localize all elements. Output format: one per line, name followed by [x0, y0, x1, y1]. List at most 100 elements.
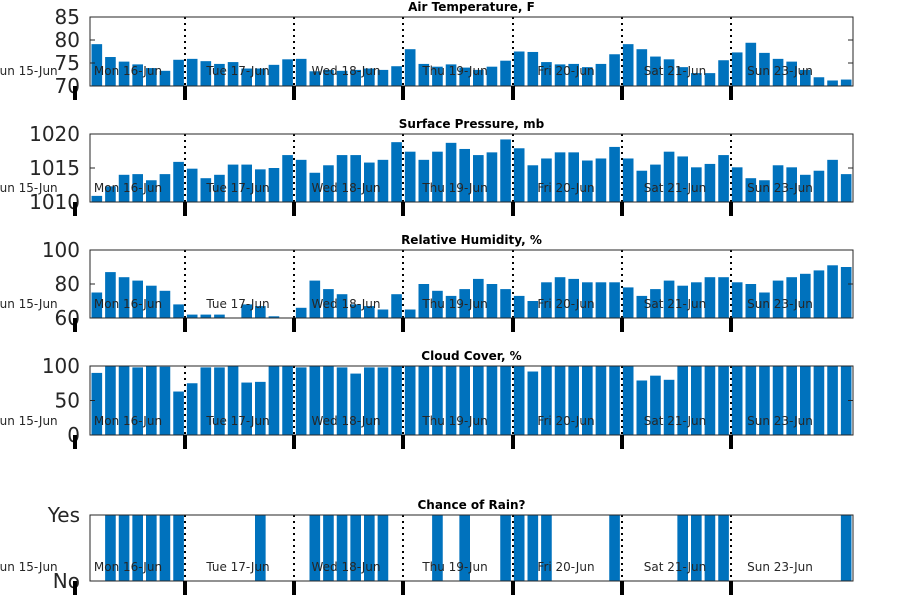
- bar: [500, 515, 511, 581]
- xtick-label: Wed 18-Jun: [312, 414, 381, 428]
- bar: [159, 366, 171, 435]
- bar: [350, 69, 361, 86]
- bar: [677, 156, 688, 202]
- xtick-label: Sun 23-Jun: [747, 181, 813, 195]
- bar: [418, 284, 430, 318]
- bar: [459, 515, 470, 581]
- bar: [323, 289, 334, 318]
- bar: [186, 314, 198, 318]
- bar: [241, 164, 252, 202]
- bar: [91, 292, 103, 318]
- xtick-label: Sun 15-Jun: [0, 64, 58, 78]
- bar: [323, 69, 334, 86]
- bar: [813, 366, 825, 435]
- bar: [214, 174, 225, 202]
- bar: [146, 68, 157, 86]
- bar: [691, 167, 702, 202]
- bar: [336, 515, 348, 581]
- bar: [105, 186, 116, 202]
- xtick-label: Thu 19-Jun: [421, 181, 487, 195]
- panel-title: Relative Humidity, %: [401, 233, 542, 247]
- xtick-label: Tue 17-Jun: [205, 64, 269, 78]
- bar: [186, 168, 198, 202]
- bar: [745, 284, 757, 318]
- bar: [445, 64, 457, 86]
- ytick-label: 85: [55, 5, 80, 29]
- bar: [663, 59, 675, 86]
- bar: [609, 282, 620, 318]
- bar: [214, 367, 225, 435]
- bar: [309, 71, 321, 86]
- bar: [336, 294, 348, 318]
- bar: [677, 366, 688, 435]
- bar: [718, 277, 729, 318]
- bar: [364, 68, 375, 86]
- xtick-label: Thu 19-Jun: [421, 414, 487, 428]
- bar: [146, 180, 157, 202]
- xtick-label: Sun 23-Jun: [747, 64, 813, 78]
- bar: [432, 151, 443, 202]
- bar: [173, 391, 184, 435]
- bar: [91, 44, 103, 86]
- bar: [377, 309, 389, 318]
- bar: [704, 73, 716, 86]
- bar: [377, 159, 389, 202]
- bar: [513, 51, 525, 86]
- xtick-label: Mon 16-Jun: [94, 64, 162, 78]
- bar: [473, 69, 484, 86]
- bar: [255, 381, 266, 435]
- xtick-label: Sun 15-Jun: [0, 297, 58, 311]
- bar: [500, 366, 511, 435]
- bar: [364, 515, 375, 581]
- xtick-label: Tue 17-Jun: [205, 414, 269, 428]
- bar: [241, 382, 252, 435]
- bar: [132, 174, 143, 202]
- bar: [404, 366, 416, 435]
- xtick-label: Sat 21-Jun: [644, 181, 707, 195]
- bar: [595, 282, 607, 318]
- bar: [364, 367, 375, 435]
- bar: [759, 180, 770, 202]
- bar: [255, 169, 266, 202]
- bar: [132, 64, 143, 86]
- bar: [432, 66, 443, 86]
- bar: [200, 61, 212, 86]
- bar: [459, 148, 470, 202]
- bar: [227, 164, 239, 202]
- bar: [91, 372, 103, 435]
- xtick-label: Thu 19-Jun: [421, 297, 487, 311]
- ytick-label: 80: [55, 272, 80, 296]
- bar: [718, 155, 729, 202]
- bar: [609, 54, 620, 86]
- xtick-label: Fri 20-Jun: [537, 181, 594, 195]
- xtick-label: Sun 23-Jun: [747, 297, 813, 311]
- bar: [432, 366, 443, 435]
- bar: [704, 163, 716, 202]
- bar: [146, 515, 157, 581]
- bar: [227, 62, 239, 86]
- bar: [677, 515, 688, 581]
- ytick-label: 100: [42, 354, 80, 378]
- xtick-label: Wed 18-Jun: [312, 560, 381, 574]
- bar: [118, 515, 130, 581]
- bar: [445, 142, 457, 202]
- bar: [650, 56, 661, 86]
- bar: [813, 170, 825, 202]
- bar: [582, 366, 593, 435]
- bar: [486, 284, 498, 318]
- bar: [350, 515, 361, 581]
- ytick-label: 75: [55, 51, 80, 75]
- bar: [282, 366, 293, 435]
- bar: [241, 68, 252, 86]
- bar: [105, 515, 116, 581]
- bar: [159, 70, 171, 86]
- bar: [118, 61, 130, 86]
- bar: [500, 60, 511, 86]
- bar: [718, 60, 729, 86]
- bar: [309, 172, 321, 202]
- bar: [759, 292, 770, 318]
- bar: [772, 280, 784, 318]
- bar: [105, 366, 116, 435]
- bar: [827, 265, 838, 318]
